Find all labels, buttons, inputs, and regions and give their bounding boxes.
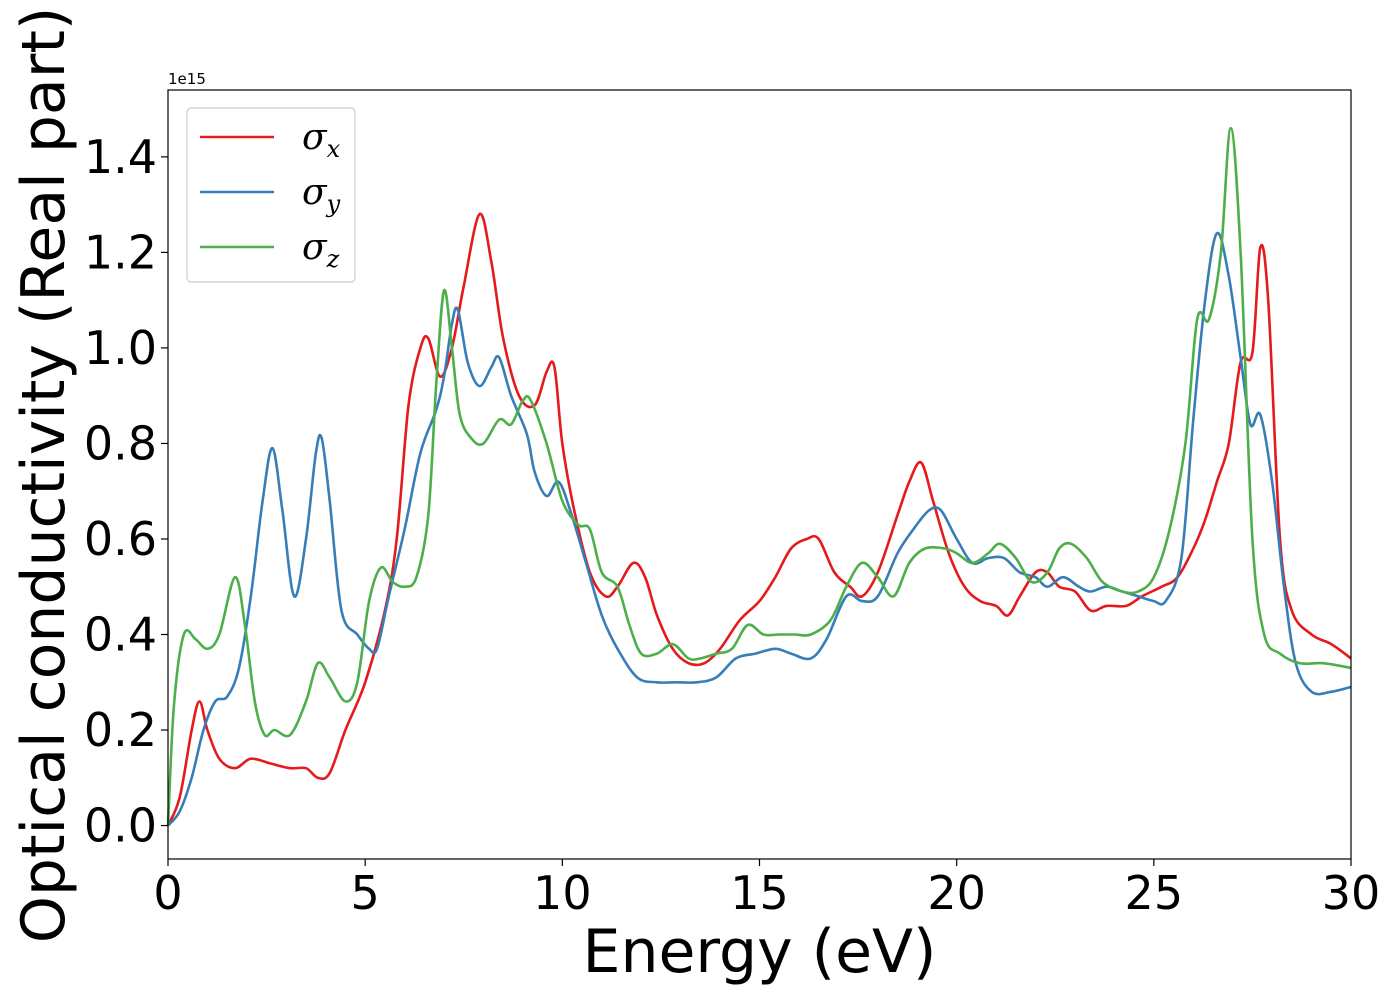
- series-line-y: [167, 231, 1352, 827]
- series-line-z: [166, 126, 1352, 826]
- y-tick-label: 0.2: [84, 703, 157, 757]
- y-axis-title: Optical conductivity (Real part): [9, 7, 79, 944]
- y-axis: 0.0 0.2 0.4 0.6 0.8 1.0 1.2 1.4: [84, 130, 168, 853]
- y-tick-label: 1.4: [84, 130, 157, 184]
- x-tick-label: 5: [351, 866, 380, 920]
- y-tick-label: 1.2: [84, 225, 157, 279]
- y-tick-label: 1.0: [84, 321, 157, 375]
- x-axis: 0 5 10 15 20 25 30: [153, 859, 1380, 920]
- x-tick-label: 15: [730, 866, 789, 920]
- x-tick-label: 10: [533, 866, 592, 920]
- y-tick-label: 0.0: [84, 799, 157, 853]
- x-tick-label: 0: [153, 866, 182, 920]
- plot-background: [168, 90, 1351, 859]
- x-tick-label: 30: [1322, 866, 1381, 920]
- x-axis-title: Energy (eV): [583, 917, 937, 987]
- y-tick-label: 0.8: [84, 416, 157, 470]
- x-tick-label: 20: [927, 866, 986, 920]
- y-tick-label: 0.6: [84, 512, 157, 566]
- y-tick-label: 0.4: [84, 608, 157, 662]
- x-tick-label: 25: [1125, 866, 1184, 920]
- legend-label-y: σy: [302, 172, 341, 218]
- series-layer: [166, 126, 1352, 827]
- y-offset-label: 1e15: [168, 70, 206, 88]
- legend-box: [186, 107, 356, 283]
